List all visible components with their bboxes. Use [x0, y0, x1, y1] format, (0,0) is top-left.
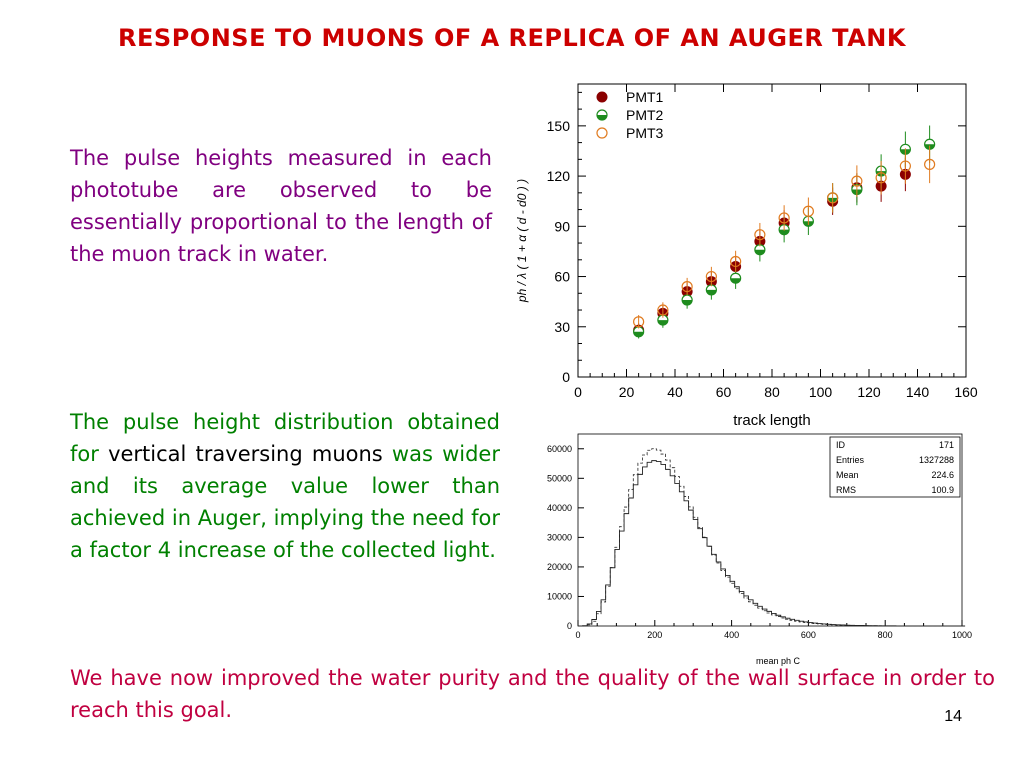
series-pmt1 [633, 157, 911, 337]
data-point [851, 183, 863, 196]
data-point [681, 294, 693, 306]
y-tick-label: 90 [554, 218, 570, 234]
y-tick-label: 60 [554, 269, 570, 285]
page-number: 14 [944, 708, 962, 725]
data-point [875, 172, 887, 184]
data-point-fill [597, 115, 607, 120]
x-tick-label: 40 [667, 384, 683, 400]
data-point [633, 326, 645, 338]
x-tick-label: 120 [857, 384, 881, 400]
data-point [705, 270, 717, 283]
data-point-fill [682, 299, 693, 305]
scatter-frame [577, 83, 967, 378]
data-point-fill [754, 249, 765, 255]
series-pmt3 [633, 145, 936, 329]
data-point-fill [633, 331, 644, 337]
data-point-fill [803, 221, 814, 227]
data-point [899, 143, 911, 155]
data-point [802, 215, 814, 227]
y-axis-label: ph / λ ( 1 + α ( d - d0 ) ) [515, 179, 529, 303]
data-point-fill [779, 229, 790, 235]
data-point [899, 160, 911, 172]
data-point [778, 224, 790, 236]
data-point-fill [851, 189, 862, 195]
data-point [875, 165, 887, 177]
scatter-legend: PMT1 PMT2 PMT3 [596, 89, 664, 141]
paragraph-distribution: The pulse height distribution obtained f… [70, 406, 500, 566]
data-point [754, 244, 766, 256]
data-point [657, 304, 669, 316]
data-point [827, 192, 839, 204]
x-tick-label: 0 [574, 384, 582, 400]
data-point [851, 175, 863, 187]
data-point [754, 235, 766, 247]
data-point [827, 192, 839, 204]
data-point-fill [706, 289, 717, 295]
y-tick-label: 30 [554, 319, 570, 335]
x-tick-label: 160 [954, 384, 978, 400]
paragraph-improvement: We have now improved the water purity an… [70, 666, 995, 722]
data-point [730, 272, 742, 284]
series-pmt2 [633, 125, 936, 339]
x-tick-label: 60 [716, 384, 732, 400]
histogram-panel [533, 408, 1007, 668]
data-point-fill [730, 278, 741, 284]
data-point [633, 324, 645, 336]
data-point [705, 284, 717, 296]
data-point-fill [827, 197, 838, 203]
data-point-fill [924, 144, 935, 150]
data-point [851, 182, 863, 194]
data-point [596, 91, 608, 103]
scatter-axes: 0 20 40 60 80 100 120 140 1600306090120150track … [515, 83, 978, 429]
data-point [730, 255, 742, 268]
paragraph-proportionality: The pulse heights measured in each photo… [70, 146, 492, 266]
data-point [754, 229, 766, 241]
legend-label: PMT1 [626, 89, 664, 105]
x-tick-label: 100 [809, 384, 833, 400]
x-tick-label: 80 [764, 384, 780, 400]
data-point-fill [900, 149, 911, 155]
data-point [730, 260, 742, 272]
slide-title: RESPONSE TO MUONS OF A REPLICA OF AN AUG… [118, 24, 906, 52]
y-tick-label: 0 [562, 369, 570, 385]
data-point [681, 280, 693, 293]
data-point [681, 286, 693, 298]
legend-label: PMT2 [626, 107, 664, 123]
data-point [875, 180, 887, 192]
y-tick-label: 120 [547, 168, 571, 184]
data-point [899, 168, 911, 180]
data-point-fill [876, 171, 887, 177]
y-tick-label: 150 [547, 118, 571, 134]
data-point [596, 109, 608, 121]
x-tick-label: 140 [906, 384, 930, 400]
data-point [596, 127, 608, 139]
legend-label: PMT3 [626, 125, 664, 141]
data-point [657, 307, 669, 319]
data-point [802, 205, 814, 217]
data-point [633, 316, 645, 328]
data-point [924, 138, 936, 150]
para2-part-a: The pulse height distribution obtained f… [70, 410, 500, 466]
data-point [924, 158, 936, 170]
data-point [778, 217, 790, 229]
x-tick-label: 20 [619, 384, 635, 400]
data-point-fill [657, 320, 668, 326]
data-point [778, 212, 790, 224]
data-point [827, 195, 839, 207]
data-point [657, 314, 669, 326]
data-point [705, 276, 717, 288]
para2-part-c: was wider and its average value lower th… [70, 442, 500, 562]
para2-vertical-muons: vertical traversing muons [108, 442, 383, 466]
